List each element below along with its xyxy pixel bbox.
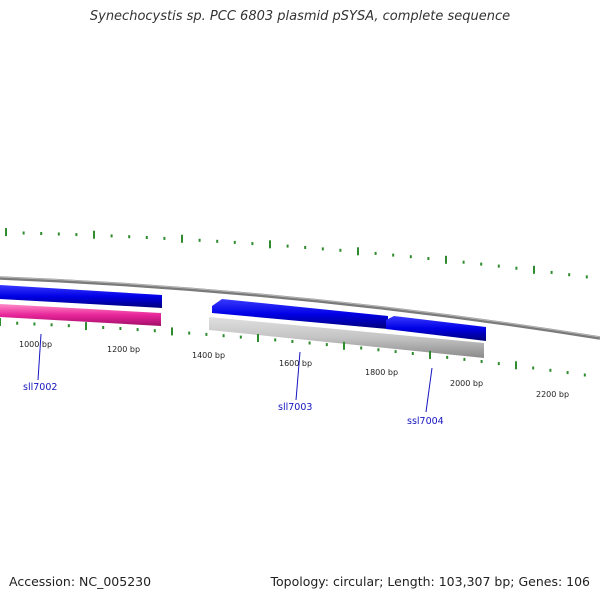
minor-tick <box>251 242 254 246</box>
topology-summary: Topology: circular; Length: 103,307 bp; … <box>270 574 591 589</box>
minor-tick <box>40 232 43 235</box>
major-tick <box>257 334 259 342</box>
ruler-label: 1200 bp <box>107 345 140 354</box>
major-tick <box>5 228 7 237</box>
minor-tick <box>446 355 449 359</box>
minor-tick <box>216 239 219 243</box>
gene-leader-line <box>295 351 301 401</box>
major-tick <box>269 240 271 249</box>
minor-tick <box>233 240 236 244</box>
minor-tick <box>22 231 25 235</box>
minor-tick <box>136 328 139 332</box>
minor-tick <box>205 332 208 336</box>
ruler-label: 1600 bp <box>279 359 312 368</box>
ruler-label: 2200 bp <box>536 390 569 399</box>
ruler-label: 1000 bp <box>19 340 52 349</box>
gene-label[interactable]: sll7003 <box>278 402 312 413</box>
minor-tick <box>583 373 586 377</box>
minor-tick <box>462 260 465 264</box>
gene-bar-left-pink <box>0 304 161 326</box>
minor-tick <box>274 338 277 342</box>
major-tick <box>0 318 1 326</box>
minor-tick <box>480 360 483 363</box>
minor-tick <box>239 335 242 339</box>
major-tick <box>533 265 535 274</box>
minor-tick <box>427 257 430 260</box>
gene-bar-right-blue <box>386 316 486 341</box>
minor-tick <box>566 371 569 375</box>
major-tick <box>171 327 173 336</box>
minor-tick <box>163 236 166 240</box>
minor-tick <box>411 352 414 355</box>
gene-label[interactable]: sll7002 <box>23 382 57 393</box>
minor-tick <box>321 247 324 251</box>
minor-tick <box>110 234 113 238</box>
minor-tick <box>16 321 19 325</box>
minor-tick <box>57 232 60 236</box>
minor-tick <box>119 327 122 330</box>
lower-tick-row <box>0 318 586 377</box>
ruler-label: 1800 bp <box>365 368 398 377</box>
minor-tick <box>463 357 466 361</box>
major-tick <box>357 247 359 256</box>
gene-bar-left-blue <box>0 285 162 308</box>
minor-tick <box>153 329 156 333</box>
minor-tick <box>360 346 363 350</box>
minor-tick <box>394 350 397 354</box>
gene-leader-line <box>37 333 42 381</box>
major-tick <box>85 322 87 331</box>
minor-tick <box>188 331 191 335</box>
minor-tick <box>222 334 225 338</box>
minor-tick <box>308 341 311 345</box>
minor-tick <box>497 264 500 268</box>
minor-tick <box>339 248 342 252</box>
minor-tick <box>102 326 105 329</box>
ruler-label: 1400 bp <box>192 351 225 360</box>
major-tick <box>429 350 431 359</box>
feature-bar-gray <box>209 317 484 358</box>
gene-leader-line <box>425 367 433 413</box>
minor-tick <box>515 266 518 270</box>
major-tick <box>445 255 447 264</box>
minor-tick <box>304 246 307 249</box>
minor-tick <box>198 238 201 242</box>
minor-tick <box>392 253 395 257</box>
major-tick <box>181 234 183 243</box>
minor-tick <box>286 244 289 248</box>
minor-tick <box>50 323 53 327</box>
ruler-label: 2000 bp <box>450 379 483 388</box>
minor-tick <box>585 275 588 279</box>
minor-tick <box>291 340 294 343</box>
minor-tick <box>549 368 552 372</box>
minor-tick <box>75 233 78 237</box>
minor-tick <box>374 251 377 255</box>
minor-tick <box>480 262 483 266</box>
minor-tick <box>409 255 412 259</box>
minor-tick <box>377 348 380 352</box>
upper-tick-row <box>5 228 588 279</box>
major-tick <box>515 361 517 370</box>
minor-tick <box>33 322 36 326</box>
accession-text: Accession: NC_005230 <box>9 574 152 589</box>
minor-tick <box>532 366 535 370</box>
gene-bar-middle-blue <box>212 299 388 329</box>
gene-label[interactable]: ssl7004 <box>407 416 444 427</box>
minor-tick <box>67 324 70 328</box>
minor-tick <box>325 343 328 347</box>
minor-tick <box>497 362 500 366</box>
major-tick <box>93 230 95 239</box>
map-title: Synechocystis sp. PCC 6803 plasmid pSYSA… <box>89 9 511 24</box>
sequence-backbone <box>0 276 600 340</box>
minor-tick <box>550 270 553 274</box>
minor-tick <box>128 235 131 239</box>
minor-tick <box>568 273 571 277</box>
minor-tick <box>145 236 148 239</box>
major-tick <box>343 341 345 350</box>
